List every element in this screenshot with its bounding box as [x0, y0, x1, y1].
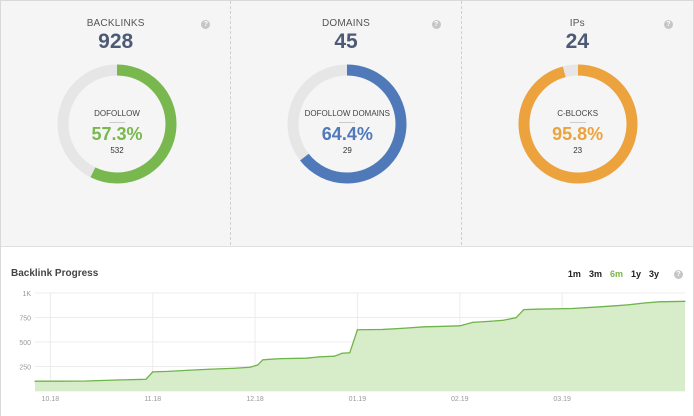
stat-ips: IPs 24 ? C-BLOCKS 95.8% 23: [462, 1, 693, 245]
data-point: [318, 356, 320, 358]
y-tick-label: 250: [19, 365, 31, 372]
series-line: [35, 300, 686, 382]
data-point: [489, 320, 492, 322]
donut-count: 532: [110, 146, 124, 155]
data-point: [152, 371, 154, 373]
stat-value: 45: [334, 30, 358, 53]
data-point: [349, 352, 351, 354]
x-tick-label: 11.18: [144, 396, 161, 403]
donut-center: DOFOLLOW DOMAINS 64.4% 29: [287, 64, 407, 184]
data-point: [535, 308, 538, 310]
x-tick-label: 02.19: [451, 396, 469, 403]
donut-percent: 64.4%: [321, 124, 373, 144]
donut-percent: 95.8%: [552, 124, 604, 144]
data-point: [459, 325, 461, 327]
divider: [569, 122, 586, 123]
panel-title: Backlink Progress: [11, 268, 99, 279]
stat-label: DOMAINS: [321, 18, 371, 29]
donut-percent: 57.3%: [91, 124, 143, 144]
data-point: [116, 379, 118, 381]
data-point: [167, 370, 169, 372]
donut-sub-label: C-BLOCKS: [557, 109, 599, 118]
range-1m[interactable]: 1m: [567, 269, 581, 279]
stat-label: BACKLINKS: [86, 18, 145, 29]
range-3y[interactable]: 3y: [648, 269, 659, 279]
data-point: [267, 358, 269, 361]
data-point: [471, 321, 474, 323]
range-6m[interactable]: 6m: [609, 269, 623, 279]
range-3m[interactable]: 3m: [588, 269, 602, 279]
data-point: [234, 367, 236, 369]
data-point: [502, 319, 504, 321]
data-point: [249, 366, 251, 368]
x-tick-label: 10.18: [42, 396, 60, 403]
data-point: [523, 309, 525, 311]
y-tick-label: 500: [19, 340, 31, 347]
data-point: [34, 380, 36, 382]
divider: [109, 122, 125, 123]
data-point: [515, 317, 517, 319]
data-point: [423, 326, 425, 328]
data-point: [341, 352, 343, 354]
data-point: [382, 328, 384, 331]
stat-value: 24: [565, 30, 589, 53]
donut-center: C-BLOCKS 95.8% 23: [518, 64, 638, 184]
data-point: [643, 302, 645, 304]
donut-arc: [287, 64, 407, 184]
help-icon[interactable]: ?: [431, 20, 441, 29]
data-point: [208, 368, 210, 370]
donut-count: 29: [342, 146, 352, 155]
backlink-progress-chart: 250 500 750 1K 10.18 11.18 12.18 01.19 02.19 03.1…: [19, 291, 686, 403]
x-tick-label: 01.19: [349, 396, 367, 403]
data-point: [402, 327, 405, 329]
backlink-progress-panel: Backlink Progress 1m 3m 6m 1y 3y ? 250 50…: [1, 246, 693, 416]
stats-row: BACKLINKS 928 ? DOFOLLOW 57.3% 532 DOMAI…: [1, 1, 693, 245]
data-point: [333, 355, 336, 357]
data-point: [305, 357, 307, 359]
data-point: [85, 380, 87, 382]
donut-arc: [518, 64, 638, 184]
x-tick-label: 12.18: [246, 396, 264, 403]
data-point: [684, 300, 686, 302]
data-point: [262, 359, 264, 361]
help-icon[interactable]: ?: [674, 270, 683, 279]
donut-chart: [518, 64, 638, 184]
donut-chart: [287, 64, 407, 184]
help-icon[interactable]: ?: [663, 20, 673, 29]
stat-domains: DOMAINS 45 ? DOFOLLOW DOMAINS 64.4% 29: [231, 1, 462, 245]
help-icon[interactable]: ?: [201, 20, 211, 29]
range-1y[interactable]: 1y: [630, 269, 641, 279]
divider: [339, 122, 356, 123]
data-point: [597, 306, 599, 308]
area-fill: [35, 301, 685, 391]
data-point: [628, 304, 630, 306]
data-point: [356, 329, 359, 331]
data-point: [443, 325, 446, 327]
y-tick-label: 1K: [22, 291, 31, 298]
range-selector: 1m 3m 6m 1y 3y: [568, 269, 659, 279]
stat-label: IPs: [569, 18, 585, 29]
y-tick-label: 750: [19, 316, 31, 323]
data-point: [612, 305, 614, 307]
data-point: [280, 358, 282, 360]
donut-sub-label: DOFOLLOW DOMAINS: [304, 109, 390, 118]
stat-backlinks: BACKLINKS 928 ? DOFOLLOW 57.3% 532: [1, 1, 232, 245]
data-point: [187, 369, 190, 371]
data-point: [571, 307, 574, 310]
data-point: [59, 380, 62, 382]
data-point: [658, 301, 661, 303]
donut-center: DOFOLLOW 57.3% 532: [57, 64, 177, 184]
donut-sub-label: DOFOLLOW: [94, 109, 140, 118]
data-point: [145, 378, 147, 380]
donut-count: 23: [573, 146, 583, 155]
donut-arc: [57, 64, 177, 184]
stat-value: 928: [98, 30, 134, 53]
data-point: [257, 364, 259, 366]
x-tick-label: 03.19: [553, 396, 571, 403]
donut-chart: [57, 64, 177, 184]
data-point: [139, 378, 141, 381]
